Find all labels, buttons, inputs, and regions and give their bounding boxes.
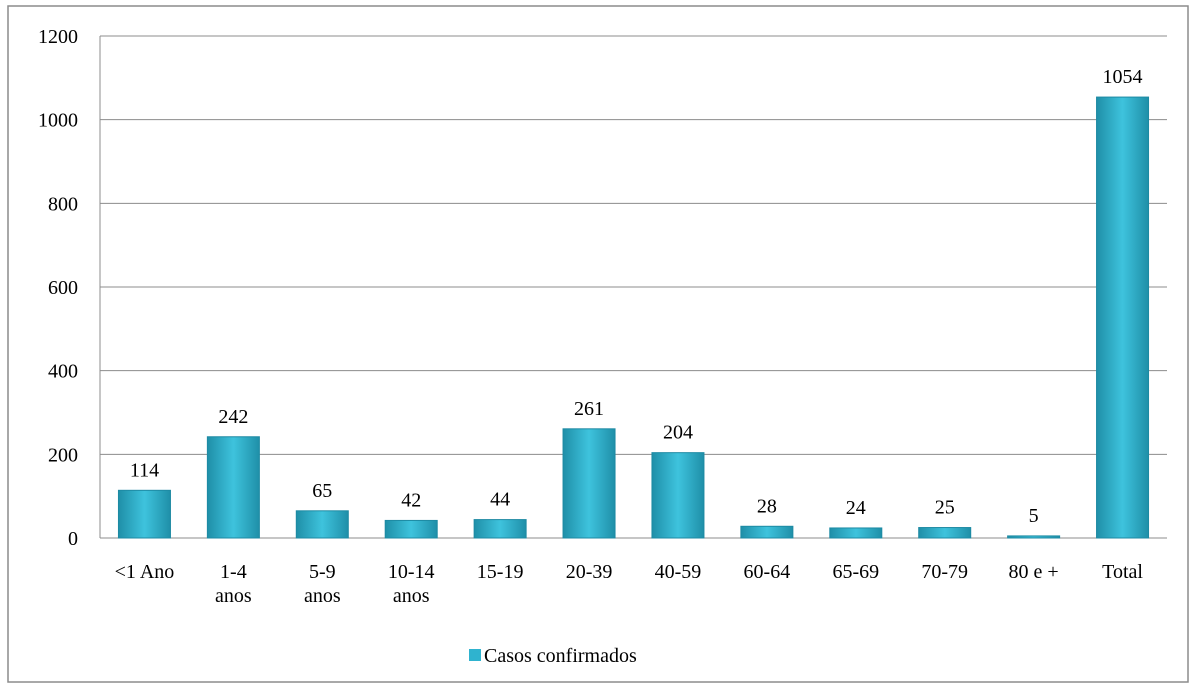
bar — [206, 436, 260, 539]
y-tick-label: 800 — [48, 193, 78, 215]
x-tick-label: 1-4 anos — [215, 561, 252, 607]
x-tick-label: 20-39 — [566, 561, 613, 583]
bar — [117, 489, 171, 539]
bar — [1096, 96, 1150, 539]
legend-swatch — [469, 649, 481, 661]
data-label: 5 — [1029, 505, 1039, 527]
data-label: 42 — [401, 489, 421, 511]
x-tick-label: 10-14 anos — [388, 561, 435, 607]
x-tick-label: 65-69 — [832, 561, 879, 583]
data-label: 24 — [846, 497, 866, 519]
y-tick-label: 600 — [48, 277, 78, 299]
data-label: 1054 — [1103, 66, 1143, 88]
y-tick-label: 1000 — [38, 110, 78, 132]
x-tick-label: 70-79 — [921, 561, 968, 583]
x-tick-label: 60-64 — [744, 561, 791, 583]
data-label: 261 — [574, 398, 604, 420]
bar — [295, 510, 349, 539]
y-tick-label: 0 — [68, 528, 78, 550]
bar — [562, 428, 616, 539]
y-tick-label: 200 — [48, 444, 78, 466]
data-label: 28 — [757, 495, 777, 517]
x-tick-label: 5-9 anos — [304, 561, 341, 607]
x-tick-label: 40-59 — [655, 561, 702, 583]
bar — [740, 525, 794, 539]
chart-border — [7, 5, 1189, 683]
bar — [918, 527, 972, 539]
bar — [651, 452, 705, 539]
x-tick-label: 80 e + — [1009, 561, 1059, 583]
data-label: 204 — [663, 422, 693, 444]
data-label: 25 — [935, 497, 955, 519]
data-label: 242 — [218, 406, 248, 428]
x-tick-label: 15-19 — [477, 561, 524, 583]
bar — [384, 519, 438, 539]
x-tick-label: Total — [1102, 561, 1143, 583]
y-tick-label: 1200 — [38, 26, 78, 48]
bar — [473, 519, 527, 539]
data-label: 44 — [490, 489, 510, 511]
x-tick-label: <1 Ano — [115, 561, 175, 583]
legend-label: Casos confirmados — [484, 645, 637, 667]
data-label: 114 — [130, 459, 159, 481]
y-tick-label: 400 — [48, 361, 78, 383]
bar — [829, 527, 883, 539]
data-label: 65 — [312, 480, 332, 502]
bar — [1007, 535, 1061, 539]
